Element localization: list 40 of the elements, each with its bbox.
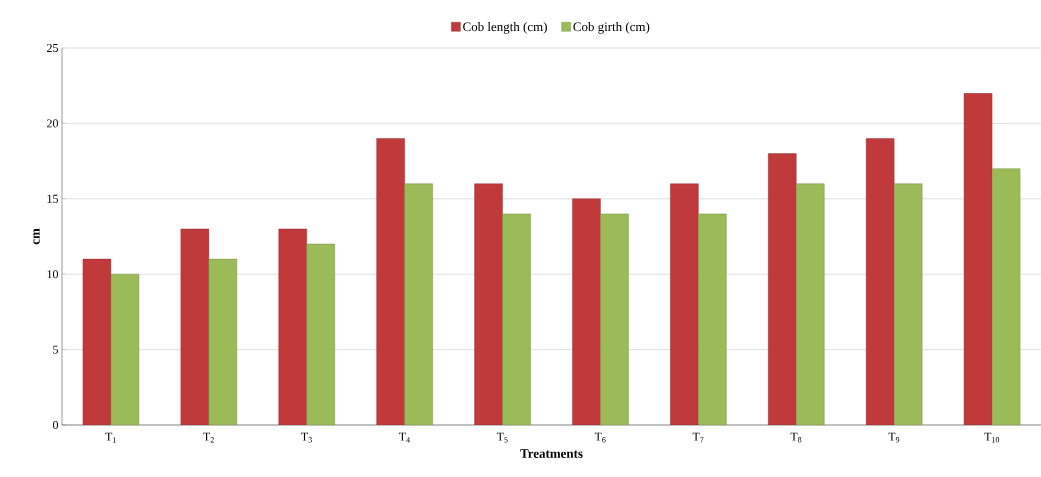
bar xyxy=(893,183,923,425)
legend-label: Cob girth (cm) xyxy=(573,22,650,34)
x-tick-label: T$_{7}$ xyxy=(692,432,704,443)
bar xyxy=(600,213,629,425)
x-tick-label: T$_{8}$ xyxy=(790,432,802,443)
x-tick-label: T$_{9}$ xyxy=(888,432,900,443)
bar xyxy=(572,198,601,425)
bar xyxy=(865,138,895,425)
legend-label: Cob length (cm) xyxy=(463,22,547,34)
x-tick-label: T$_{1}$ xyxy=(105,432,116,443)
bar xyxy=(991,168,1021,425)
bar xyxy=(796,183,825,425)
bar xyxy=(278,228,307,425)
bar xyxy=(404,183,433,425)
bar xyxy=(180,228,210,425)
bar xyxy=(82,258,112,425)
bar xyxy=(474,183,503,425)
bar xyxy=(502,213,531,425)
x-tick-label: T$_{6}$ xyxy=(594,432,606,443)
x-tick-label: T$_{10}$ xyxy=(984,432,1000,443)
x-tick-label: T$_{2}$ xyxy=(203,432,214,443)
y-tick-label: 10 xyxy=(47,270,59,279)
y-tick-label: 25 xyxy=(47,43,59,53)
bar xyxy=(110,274,140,425)
bar xyxy=(306,243,335,425)
y-tick-label: 20 xyxy=(47,119,59,128)
bar xyxy=(963,93,993,425)
y-tick-label: 15 xyxy=(47,194,59,203)
bar xyxy=(698,213,727,425)
y-tick-label: 0 xyxy=(52,420,59,430)
y-tick-label: 5 xyxy=(53,345,59,354)
x-tick-label: T$_{5}$ xyxy=(496,432,508,443)
bar xyxy=(670,183,699,425)
y-axis-title: cm xyxy=(33,228,40,245)
x-tick-label: T$_{4}$ xyxy=(398,432,410,443)
x-axis-title: Treatments xyxy=(520,449,583,458)
bar xyxy=(208,258,238,425)
x-tick-label: T$_{3}$ xyxy=(301,432,312,443)
bar xyxy=(768,153,797,425)
bar xyxy=(376,138,405,425)
